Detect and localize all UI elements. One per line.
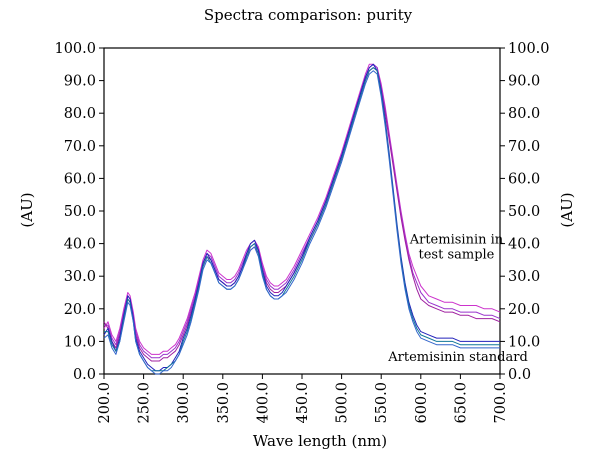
y-tick-label-left: 60.0 [64, 171, 96, 187]
y-tick-label-left: 50.0 [64, 204, 96, 220]
y-tick-label-right: 20.0 [508, 302, 540, 318]
y-tick-label-left: 30.0 [64, 269, 96, 285]
annotation-standard: Artemisinin standard [387, 350, 528, 365]
x-tick-label: 550.0 [374, 382, 390, 424]
y-tick-label-left: 100.0 [54, 41, 96, 57]
x-axis-label: Wave length (nm) [253, 432, 387, 450]
y-tick-label-left: 40.0 [64, 237, 96, 253]
annotation-line: Artemisinin in [409, 233, 504, 248]
y-tick-label-right: 70.0 [508, 139, 540, 155]
x-tick-label: 700.0 [493, 382, 509, 424]
annotation-test-sample: Artemisinin in test sample [409, 233, 504, 263]
spectra-curves [103, 63, 501, 375]
y-tick-label-left: 10.0 [64, 334, 96, 350]
plot-frame [103, 47, 501, 375]
spectrum-line-test-sample-1 [103, 63, 501, 355]
y-tick-label-right: 0.0 [508, 367, 531, 383]
x-tick-label: 500.0 [335, 382, 351, 424]
y-tick-label-right: 40.0 [508, 237, 540, 253]
spectrum-line-standard-3 [103, 70, 500, 375]
annotations: Artemisinin in test sample Artemisinin sta… [387, 233, 528, 365]
y-tick-label-left: 20.0 [64, 302, 96, 318]
y-tick-label-left: 0.0 [73, 367, 96, 383]
x-tick-label: 450.0 [295, 382, 311, 424]
x-tick-label: 400.0 [255, 382, 271, 424]
annotation-line: test sample [419, 248, 495, 263]
y-tick-label-right: 30.0 [508, 269, 540, 285]
x-tick-label: 200.0 [97, 382, 113, 424]
spectrum-line-test-sample-3 [103, 67, 501, 362]
chart-title: Spectra comparison: purity [204, 6, 413, 24]
y-tick-label-left: 70.0 [64, 139, 96, 155]
y-tick-label-right: 60.0 [508, 171, 540, 187]
spectrum-line-standard-2 [104, 67, 500, 372]
y-tick-label-right: 80.0 [508, 106, 540, 122]
x-tick-label: 350.0 [216, 382, 232, 424]
spectrum-line-test-sample-2 [104, 63, 501, 359]
y-tick-label-right: 10.0 [508, 334, 540, 350]
spectrum-line-standard-1 [103, 63, 500, 372]
y-tick-label-left: 80.0 [64, 106, 96, 122]
annotation-line: Artemisinin standard [387, 350, 528, 365]
x-tick-label: 250.0 [137, 382, 153, 424]
y-tick-label-left: 90.0 [64, 74, 96, 90]
x-tick-label: 300.0 [176, 382, 192, 424]
y-axis-label-left: (AU) [18, 192, 36, 227]
x-tick-label: 600.0 [414, 382, 430, 424]
x-tick-label: 650.0 [453, 382, 469, 424]
y-tick-label-right: 90.0 [508, 74, 540, 90]
y-tick-label-right: 50.0 [508, 204, 540, 220]
y-axis-label-right: (AU) [558, 192, 576, 227]
axes: 0.0 0.0 10.0 10.0 20.0 20.0 30.0 30.0 40.0 40.0 50… [54, 41, 549, 424]
y-tick-label-right: 100.0 [508, 41, 550, 57]
